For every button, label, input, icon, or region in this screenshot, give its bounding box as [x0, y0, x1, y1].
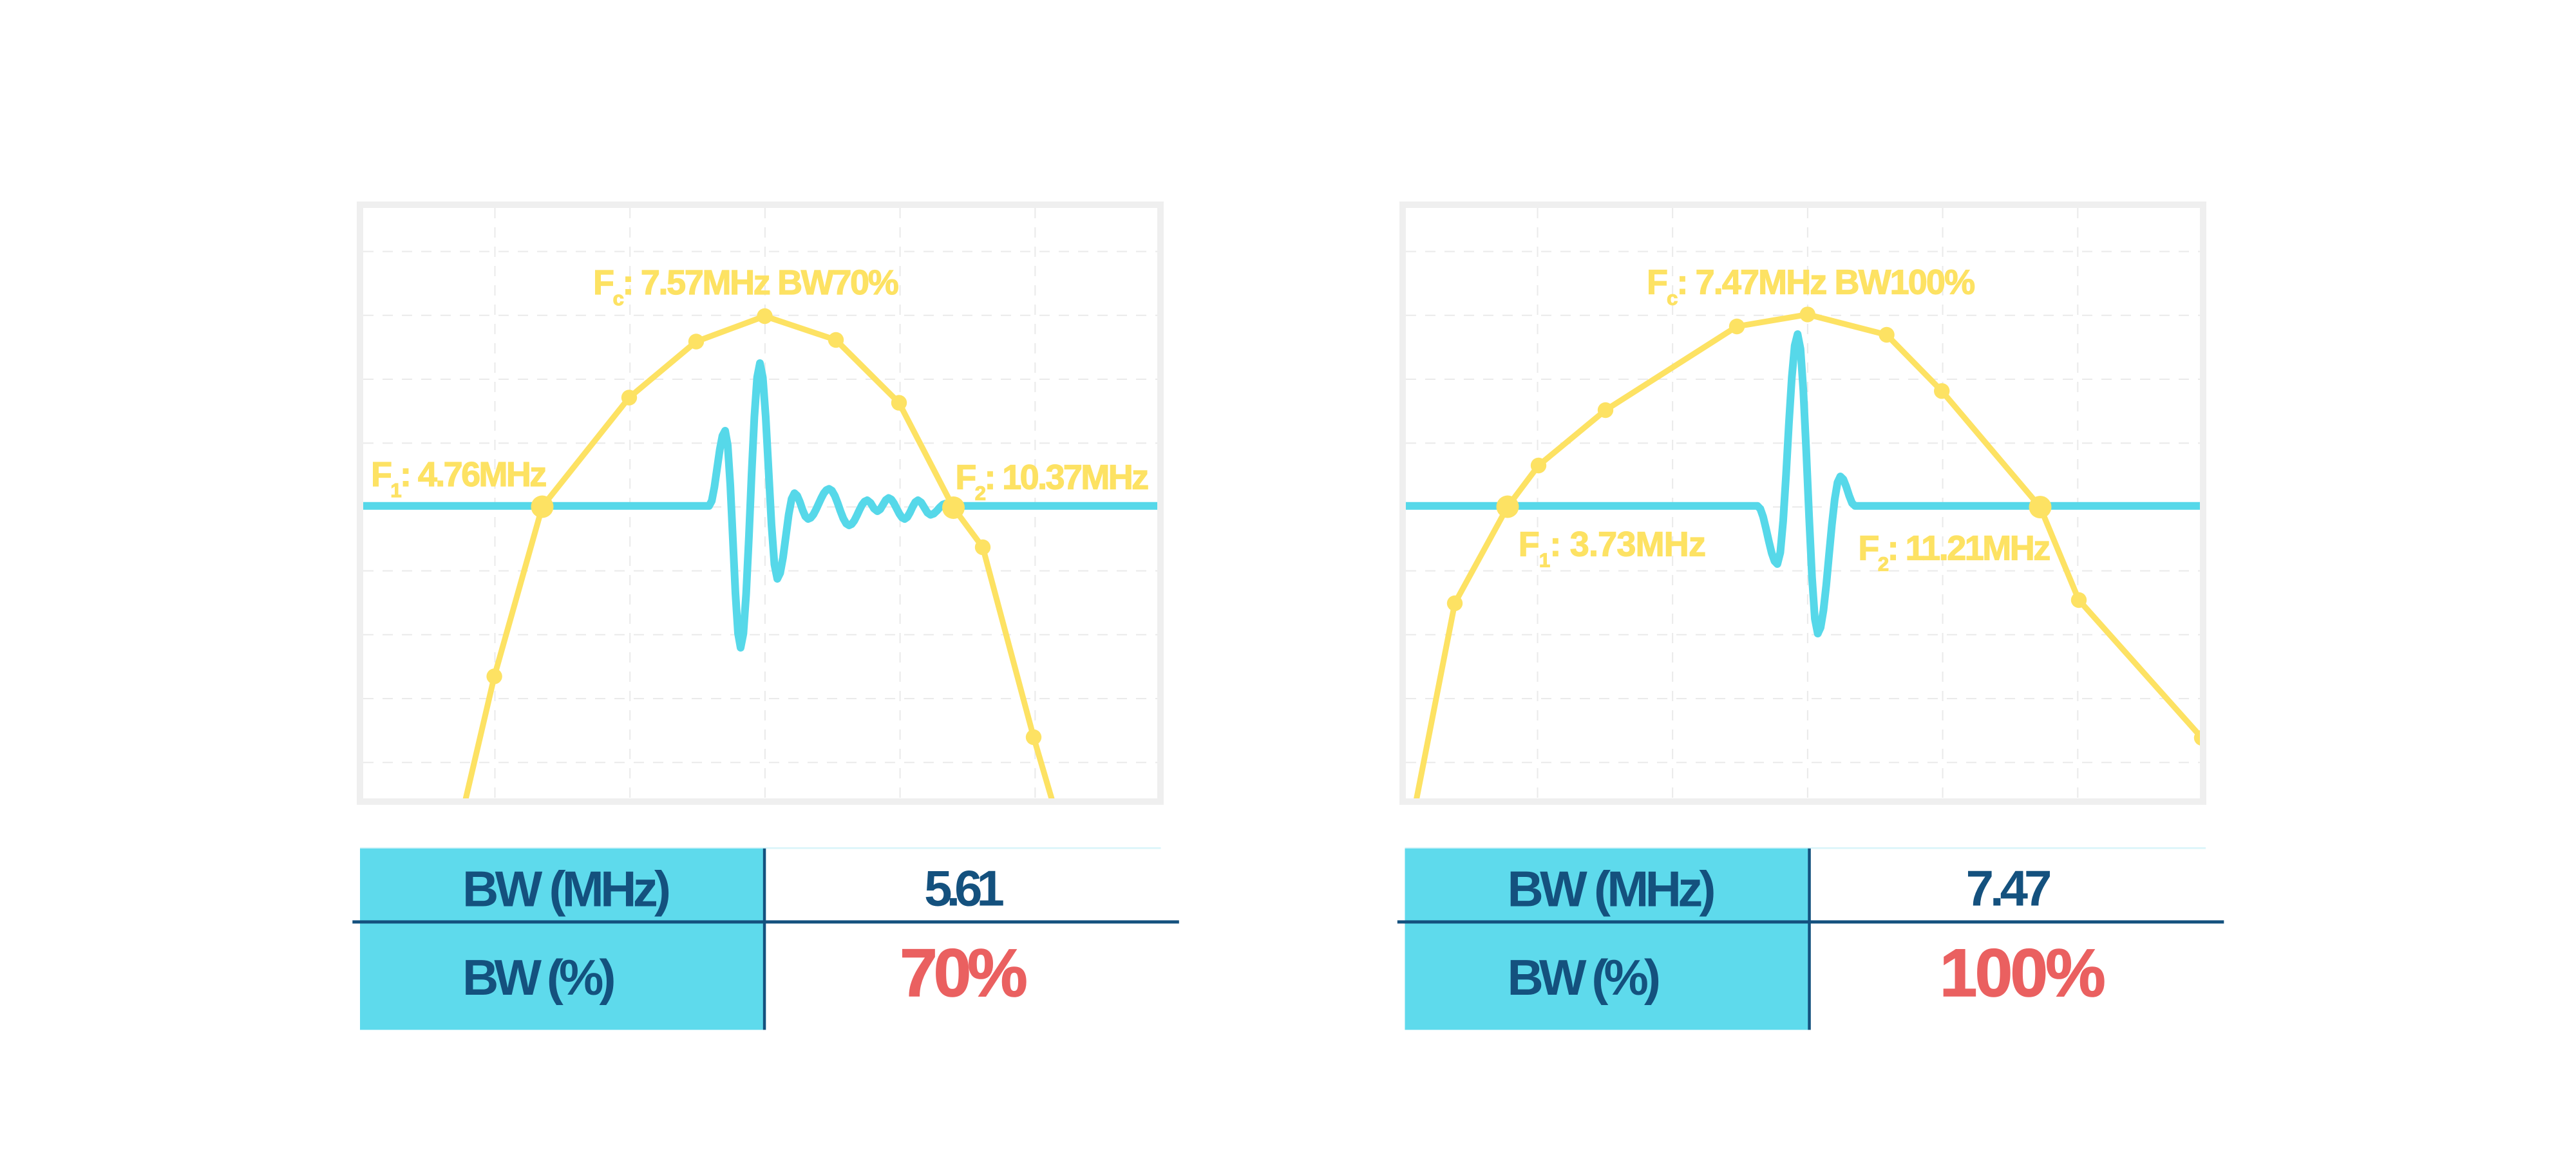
svg-text:F1: 3.73MHz: F1: 3.73MHz	[1519, 525, 1706, 571]
svg-text:BW (%): BW (%)	[1508, 949, 1659, 1006]
svg-text:BW (%): BW (%)	[462, 949, 614, 1006]
svg-text:BW (MHz): BW (MHz)	[462, 861, 669, 917]
svg-text:7.47: 7.47	[1966, 860, 2050, 916]
svg-text:BW (MHz): BW (MHz)	[1508, 861, 1714, 917]
svg-text:70%: 70%	[900, 936, 1026, 1011]
svg-text:100%: 100%	[1940, 936, 2104, 1011]
svg-text:5.61: 5.61	[924, 860, 1003, 916]
